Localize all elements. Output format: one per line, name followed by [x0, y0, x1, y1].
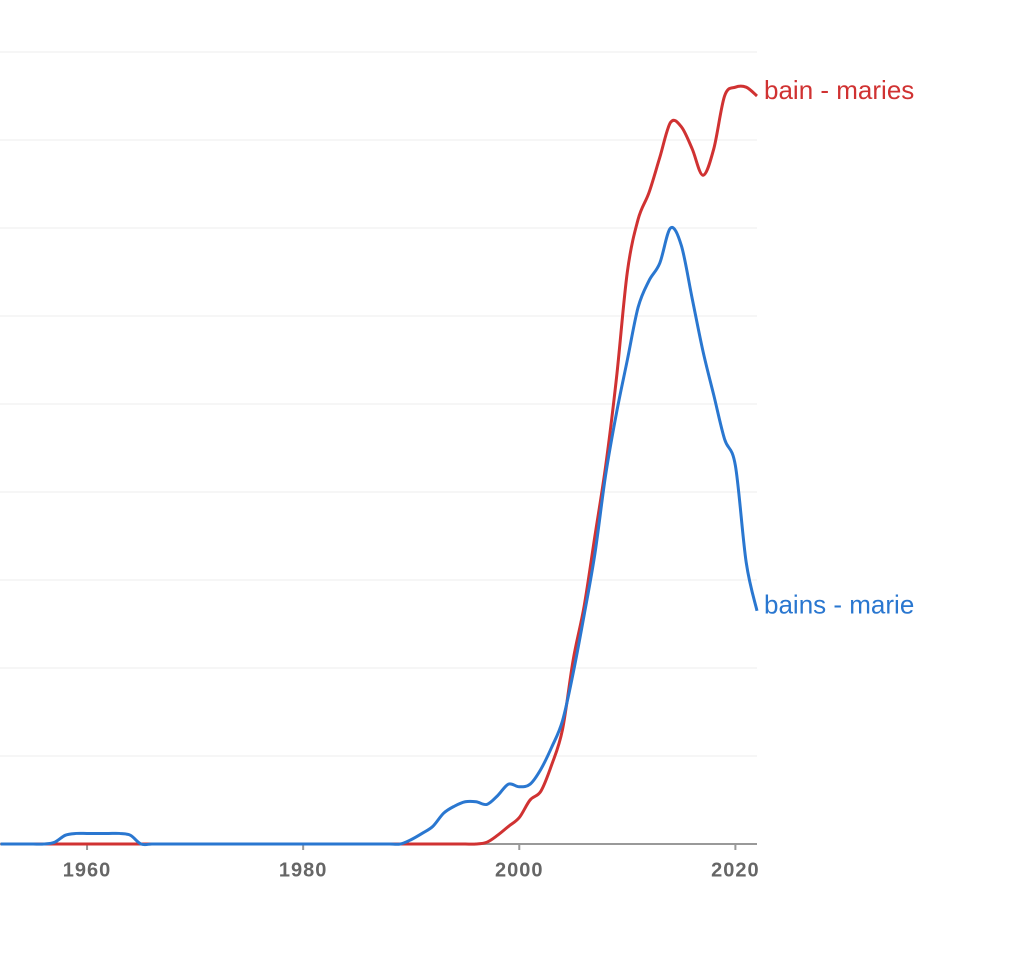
- series-label: bain - maries: [764, 75, 914, 105]
- series-line: [0, 225, 759, 847]
- x-tick-label: 2000: [495, 859, 544, 881]
- x-tick-label: 1960: [63, 859, 112, 881]
- x-tick-label: 1980: [279, 859, 328, 881]
- x-tick-label: 2020: [711, 859, 760, 881]
- series-label: bains - marie: [764, 590, 914, 620]
- series-line: [0, 84, 758, 846]
